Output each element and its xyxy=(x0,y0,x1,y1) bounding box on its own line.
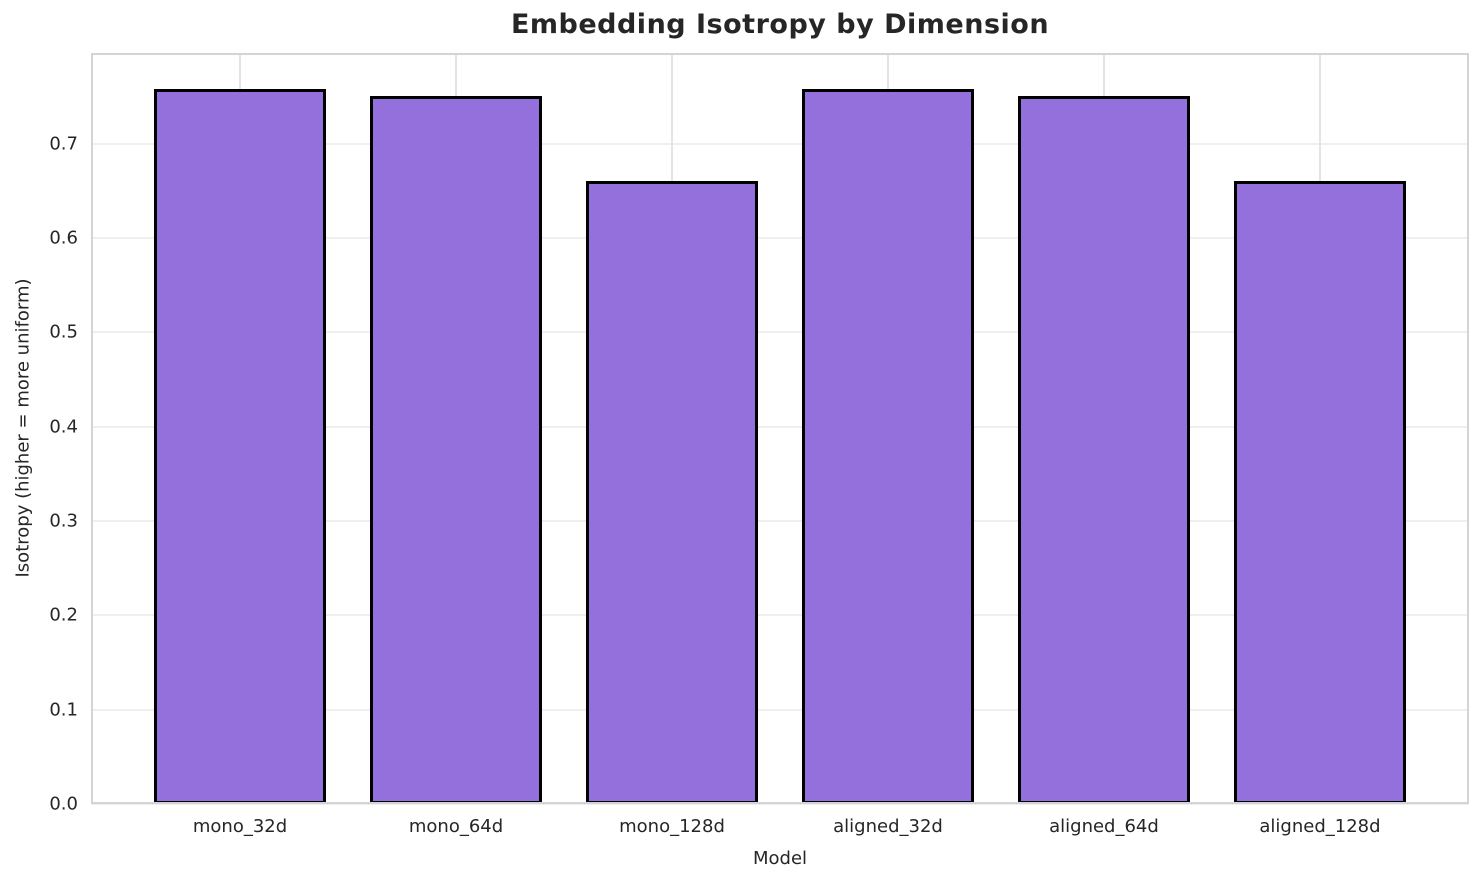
bar-mono_64d xyxy=(369,96,543,804)
x-tick-label: mono_128d xyxy=(619,816,725,837)
bar-aligned_32d xyxy=(801,88,975,804)
x-tick-label: aligned_32d xyxy=(833,816,943,837)
h-gridline xyxy=(91,803,1469,805)
bar-mono_32d xyxy=(153,88,327,804)
x-tick-label: aligned_64d xyxy=(1049,816,1159,837)
y-tick-label: 0.6 xyxy=(49,227,78,249)
x-axis-label: Model xyxy=(752,848,808,869)
y-tick-label: 0.1 xyxy=(49,699,78,721)
y-tick-labels: 0.0 0.1 0.2 0.3 0.4 0.5 0.6 0.7 xyxy=(0,53,78,814)
x-tick-label: mono_64d xyxy=(408,816,504,837)
y-tick-label: 0.0 xyxy=(49,793,78,815)
h-gridline xyxy=(91,331,1469,334)
h-gridline xyxy=(91,142,1469,145)
bars-layer xyxy=(91,53,1469,804)
h-gridline xyxy=(91,614,1469,617)
h-gridline xyxy=(91,708,1469,711)
x-tick-label: aligned_128d xyxy=(1259,816,1381,837)
h-gridline xyxy=(91,236,1469,239)
y-tick-label: 0.4 xyxy=(49,416,78,438)
y-tick-label: 0.7 xyxy=(49,133,78,155)
plot-area xyxy=(91,53,1469,805)
x-tick-label: mono_32d xyxy=(192,816,288,837)
chart-title: Embedding Isotropy by Dimension xyxy=(510,9,1050,40)
x-tick-labels: mono_32d mono_64d mono_128d aligned_32d alig… xyxy=(91,816,1469,844)
bar-mono_128d xyxy=(585,181,759,804)
y-tick-label: 0.5 xyxy=(49,321,78,343)
bar-aligned_64d xyxy=(1017,96,1191,804)
bar-aligned_128d xyxy=(1233,181,1407,804)
h-gridline xyxy=(91,425,1469,428)
y-tick-label: 0.2 xyxy=(49,604,78,626)
y-tick-label: 0.3 xyxy=(49,510,78,532)
h-gridline xyxy=(91,519,1469,522)
